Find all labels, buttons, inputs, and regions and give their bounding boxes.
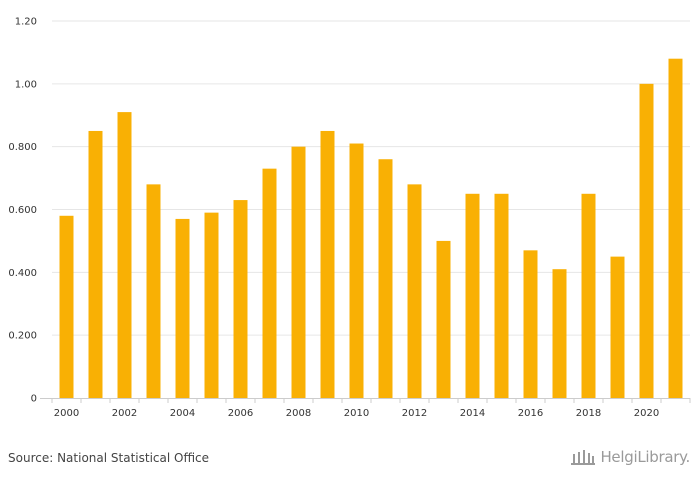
bar-2016[interactable] [523, 250, 538, 398]
bar-2012[interactable] [407, 184, 422, 398]
x-tick-label: 2008 [286, 408, 311, 419]
bar-2021[interactable] [668, 58, 683, 398]
y-tick-label: 0.600 [8, 205, 37, 216]
x-tick-label: 2004 [170, 408, 195, 419]
bar-2019[interactable] [610, 256, 625, 398]
bar-2011[interactable] [378, 159, 393, 398]
bar-2017[interactable] [552, 269, 567, 398]
bar-2002[interactable] [117, 112, 132, 398]
x-tick-label: 2020 [634, 408, 659, 419]
x-tick-label: 2010 [344, 408, 369, 419]
library-building-icon [571, 450, 596, 465]
bar-2014[interactable] [465, 193, 480, 398]
bar-2003[interactable] [146, 184, 161, 398]
axes: 0 0.200 0.400 0.600 0.800 1.00 1.20 2000 2002 200… [8, 17, 691, 419]
bar-2005[interactable] [204, 212, 219, 398]
bar-2008[interactable] [291, 146, 306, 398]
bar-2009[interactable] [320, 130, 335, 399]
bar-2006[interactable] [233, 200, 248, 398]
bar-2018[interactable] [581, 193, 596, 398]
x-tick-label: 2006 [228, 408, 253, 419]
x-tick-label: 2002 [112, 408, 137, 419]
x-tick-label: 2018 [576, 408, 601, 419]
x-tick-label: 2016 [518, 408, 543, 419]
bar-2010[interactable] [349, 143, 364, 398]
bar-chart: 0 0.200 0.400 0.600 0.800 1.00 1.20 2000 2002 200… [8, 17, 691, 419]
bar-2020[interactable] [639, 83, 654, 398]
bars [59, 58, 683, 399]
y-tick-label: 1.20 [15, 17, 37, 28]
bar-2001[interactable] [88, 130, 103, 399]
bar-2004[interactable] [175, 218, 190, 398]
bar-2007[interactable] [262, 168, 277, 398]
y-tick-label: 0.800 [8, 142, 37, 153]
x-tick-label: 2000 [54, 408, 79, 419]
logo-text: HelgiLibrary. [600, 448, 690, 466]
bar-2015[interactable] [494, 193, 509, 398]
y-tick-label: 1.00 [15, 79, 37, 90]
bar-2000[interactable] [59, 215, 74, 398]
y-tick-label: 0.400 [8, 268, 37, 279]
bar-2013[interactable] [436, 240, 451, 398]
x-tick-label: 2014 [460, 408, 485, 419]
helgi-library-logo[interactable]: HelgiLibrary. [570, 448, 690, 466]
y-tick-label: 0.200 [8, 331, 37, 342]
source-note: Source: National Statistical Office [8, 451, 210, 465]
x-tick-label: 2012 [402, 408, 427, 419]
y-tick-label: 0 [31, 394, 37, 405]
